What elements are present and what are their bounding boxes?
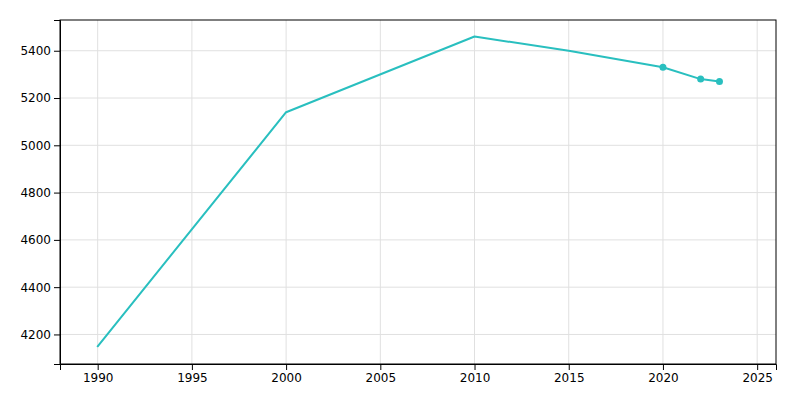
x-tick-label: 2020 — [648, 371, 679, 385]
y-grid-line — [60, 287, 776, 288]
marks — [98, 37, 723, 347]
y-tick-mark — [54, 145, 60, 146]
y-tick-mark — [54, 193, 60, 194]
x-grid-line — [757, 20, 758, 364]
line — [98, 37, 720, 347]
x-tick-label: 2015 — [554, 371, 585, 385]
x-tick: 1990 — [83, 364, 114, 385]
x-tick-mark — [286, 364, 287, 370]
y-grid-line — [60, 98, 776, 99]
y-tick-label: 5200 — [20, 91, 51, 105]
y-tick: 4800 — [20, 186, 60, 200]
y-tick-label: 4800 — [20, 186, 51, 200]
y-tick: 5400 — [20, 44, 60, 58]
y-grid-line — [60, 334, 776, 335]
y-tick-mark — [54, 98, 60, 99]
y-tick-mark — [54, 334, 60, 335]
marker — [697, 76, 704, 83]
y-grid-line — [60, 145, 776, 146]
y-tick: 5200 — [20, 91, 60, 105]
x-tick-mark — [192, 364, 193, 370]
marker — [716, 78, 723, 85]
x-tick-label: 2025 — [742, 371, 773, 385]
x-tick: 2025 — [742, 364, 773, 385]
y-tick: 5000 — [20, 139, 60, 153]
grid — [60, 20, 776, 364]
y-grid-line — [60, 192, 776, 193]
x-tick: 1995 — [177, 364, 208, 385]
x-grid-line — [474, 20, 475, 364]
x-tick-mark — [569, 364, 570, 370]
x-grid-line — [286, 20, 287, 364]
x-tick: 2000 — [271, 364, 302, 385]
x-tick: 2010 — [460, 364, 491, 385]
y-tick-label: 5000 — [20, 139, 51, 153]
y-tick-mark — [54, 51, 60, 52]
x-tick: 2015 — [554, 364, 585, 385]
x-tick-mark — [663, 364, 664, 370]
chart: 1990 1995 2000 2005 2010 2015 2020 2025 4200 4400… — [0, 0, 800, 400]
x-grid-line — [97, 20, 98, 364]
y-axis-line — [54, 21, 61, 365]
y-tick: 4400 — [20, 281, 60, 295]
y-tick-label: 4200 — [20, 328, 51, 342]
x-tick: 2005 — [366, 364, 397, 385]
y-tick: 4200 — [20, 328, 60, 342]
plot: 1990 1995 2000 2005 2010 2015 2020 2025 4200 4400… — [20, 20, 776, 385]
y-tick: 4600 — [20, 233, 60, 247]
x-tick-label: 1990 — [83, 371, 114, 385]
plot-frame — [60, 20, 776, 364]
marker — [659, 64, 666, 71]
x-tick-label: 2010 — [460, 371, 491, 385]
y-tick-label: 4600 — [20, 233, 51, 247]
x-tick-label: 1995 — [177, 371, 208, 385]
y-tick-label: 5400 — [20, 44, 51, 58]
x-tick-label: 2000 — [271, 371, 302, 385]
x-grid-line — [380, 20, 381, 364]
x-axis: 1990 1995 2000 2005 2010 2015 2020 2025 — [61, 364, 777, 385]
y-axis: 4200 4400 4600 4800 5000 5200 5400 — [20, 21, 60, 365]
x-tick-mark — [757, 364, 758, 370]
x-axis-line — [61, 365, 777, 371]
x-tick-mark — [98, 364, 99, 370]
x-grid-line — [662, 20, 663, 364]
y-grid-line — [60, 50, 776, 51]
x-grid-line — [191, 20, 192, 364]
y-tick-label: 4400 — [20, 281, 51, 295]
x-tick: 2020 — [648, 364, 679, 385]
x-tick-mark — [380, 364, 381, 370]
y-tick-mark — [54, 240, 60, 241]
x-tick-label: 2005 — [366, 371, 397, 385]
y-grid-line — [60, 239, 776, 240]
x-tick-mark — [475, 364, 476, 370]
y-tick-mark — [54, 287, 60, 288]
x-grid-line — [568, 20, 569, 364]
